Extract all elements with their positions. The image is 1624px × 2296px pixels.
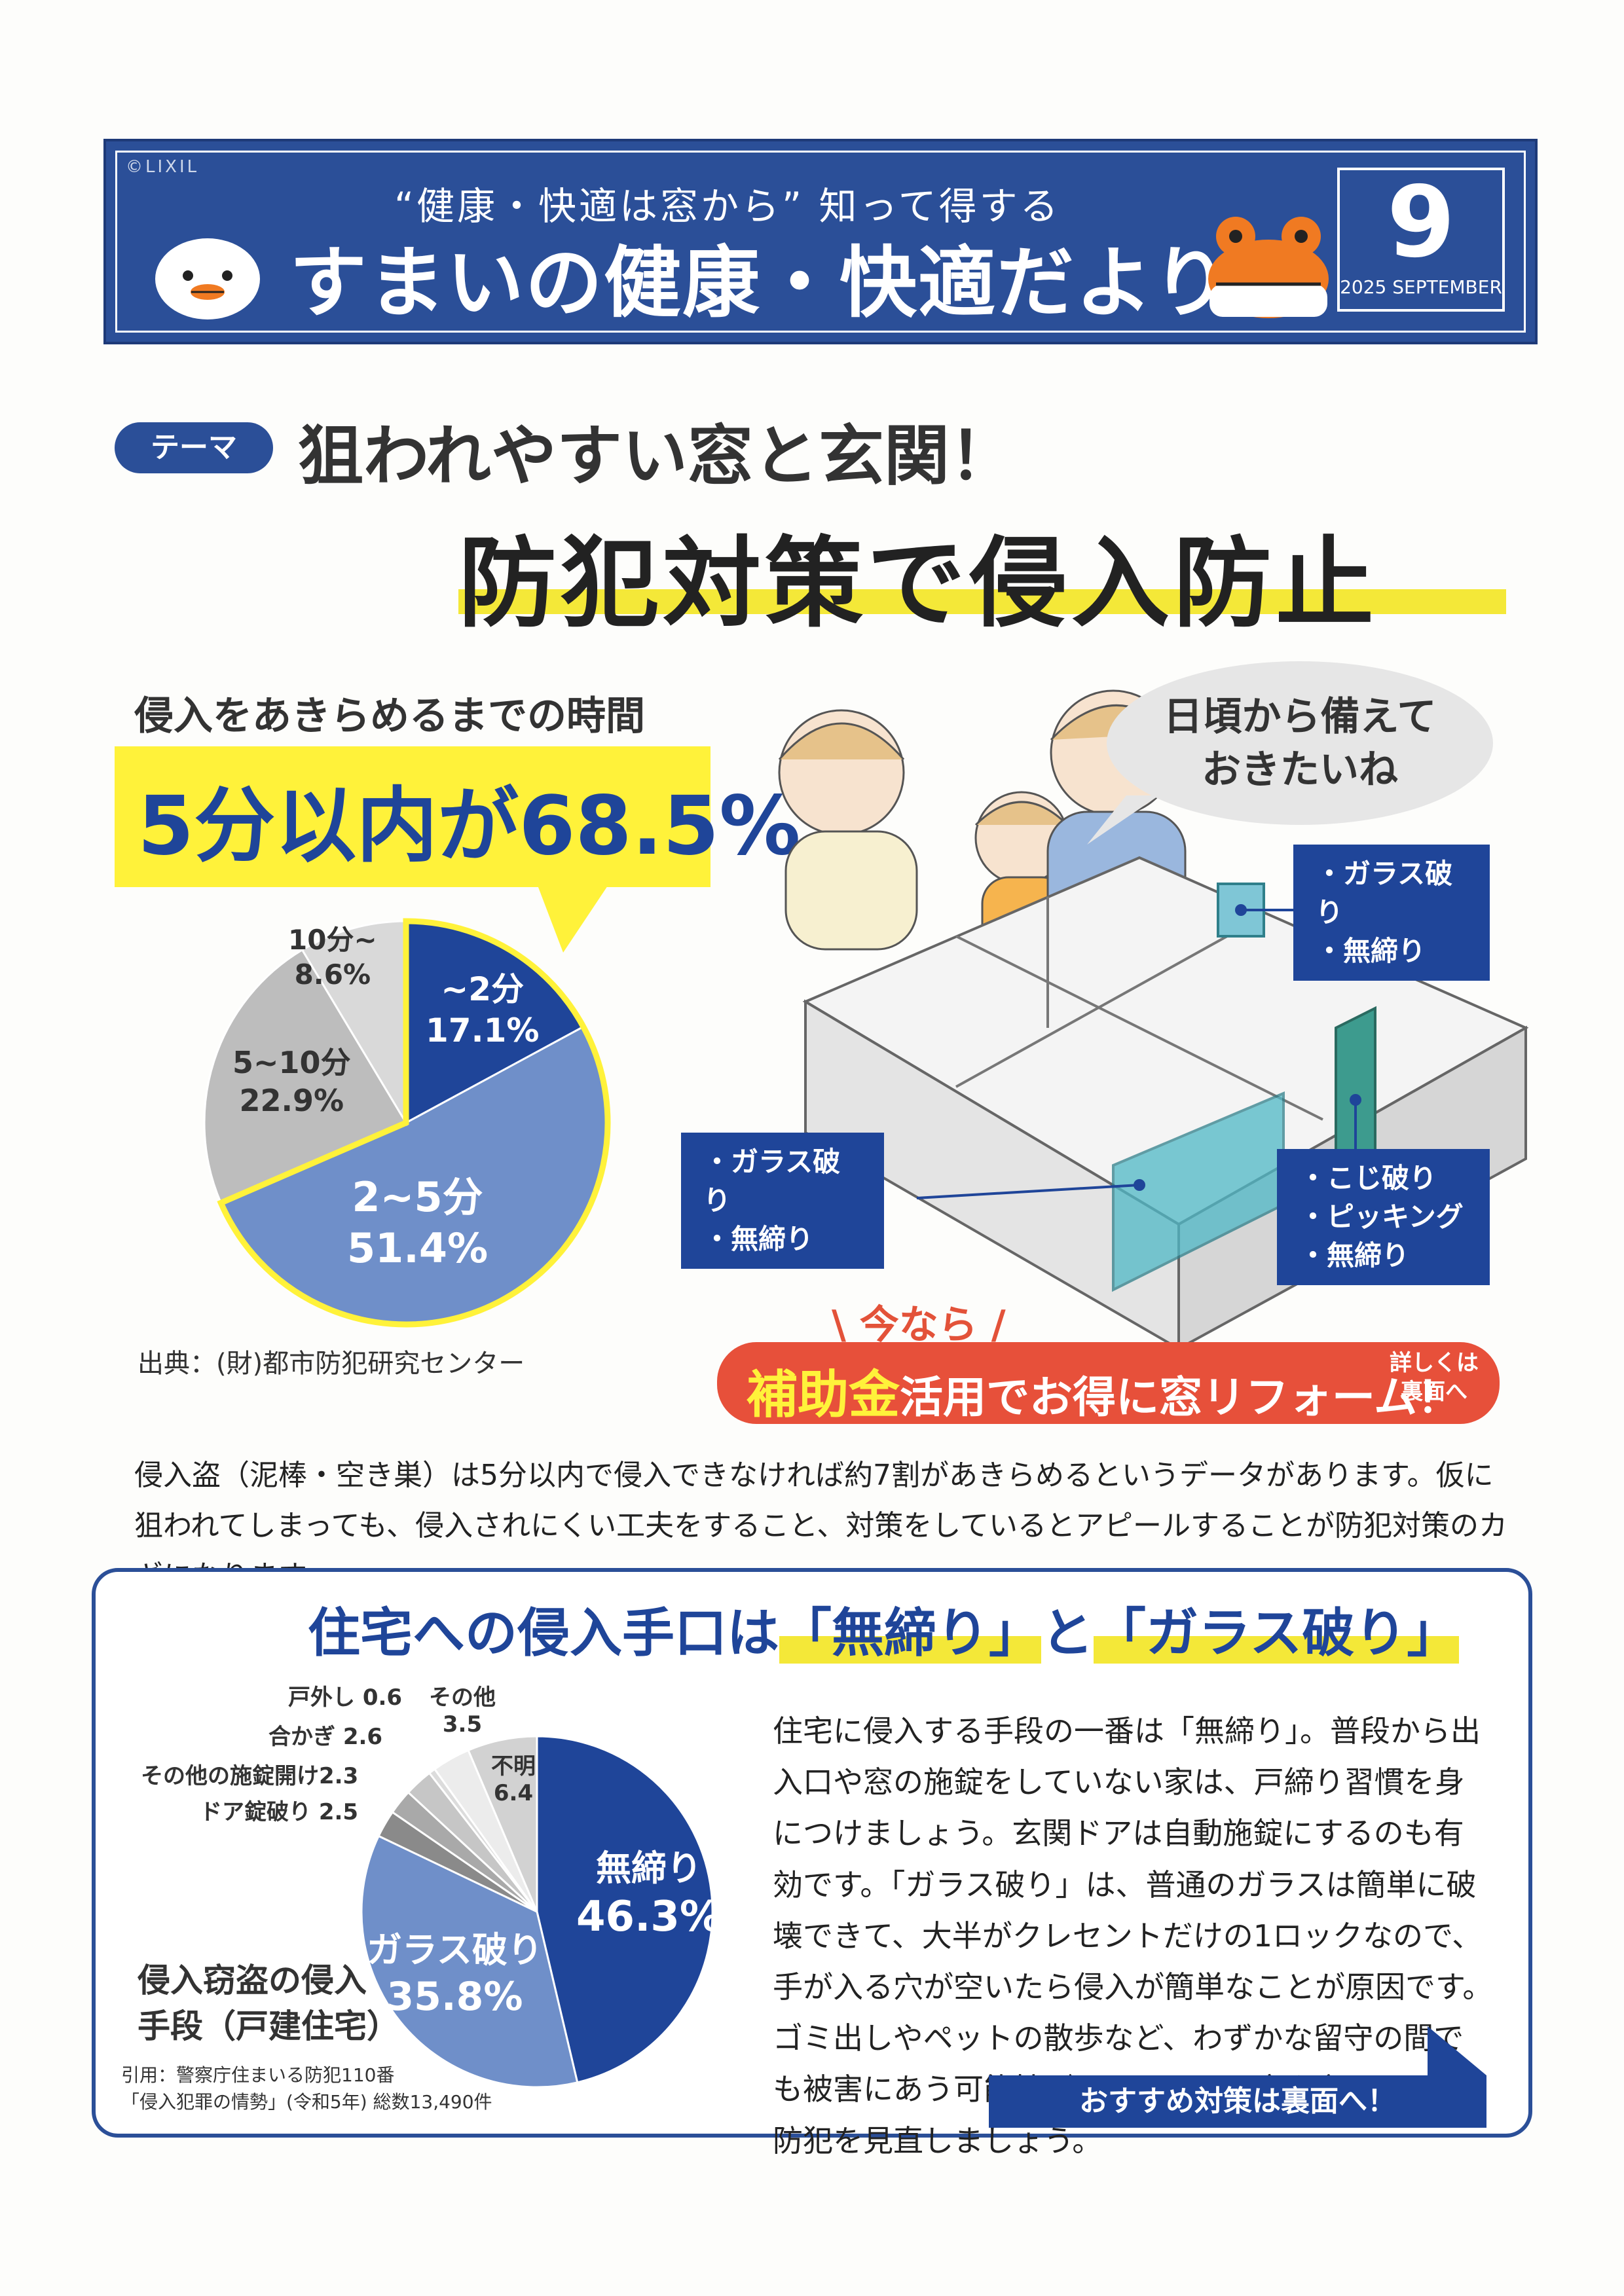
subsidy-word: 補助金 (747, 1366, 900, 1425)
pie-label-aikagi: 合かぎ 2.6 (268, 1724, 383, 1750)
pie-label-mushimari-pct: 46.3% (576, 1892, 722, 1941)
pie-label-2min-name: ~2分 (441, 970, 525, 1008)
methods-title-mid: と (1041, 1603, 1094, 1664)
methods-chart-caption: 侵入窃盗の侵入 手段（戸建住宅） (138, 1961, 399, 2045)
pie-highlight-outline (217, 918, 611, 1328)
subsidy-banner[interactable] (717, 1342, 1500, 1424)
header-title: すまいの健康・快適だより (289, 238, 1231, 328)
theme-tag: テーマ (115, 422, 273, 473)
pie-label-5to10min-name: 5~10分 (232, 1045, 351, 1080)
methods-title-b: 「ガラス破り」 (1094, 1603, 1460, 1664)
pie-label-glass: ガラス破り 35.8% (367, 1928, 543, 2022)
time-chart-title: 侵入をあきらめるまでの時間 (134, 693, 645, 739)
highlight-pointer (537, 884, 609, 953)
callout-upper-window: ・ガラス破り ・無締り (1293, 845, 1490, 981)
pie-label-sonota-sejo: その他の施錠開け2.3 (141, 1763, 359, 1789)
pie-label-10min-pct: 8.6% (294, 958, 371, 991)
speech-bubble (1107, 661, 1493, 825)
pie-label-2to5min-name: 2~5分 (352, 1173, 483, 1221)
issue-month-number: 9 (1386, 166, 1456, 280)
theme-heading: 狙われやすい窓と玄関！ (298, 418, 1015, 494)
pie-label-doa: ドア錠破り 2.5 (200, 1799, 359, 1825)
speech-text: 日頃から備えて おきたいね (1163, 694, 1437, 793)
time-pie-chart (203, 918, 611, 1328)
pie-slice-0 (536, 1735, 714, 2084)
frog-mascot-icon (1208, 217, 1329, 318)
issue-month-box: 9 2025 SEPTEMBER (1337, 168, 1505, 312)
intro-paragraph: 侵入盗（泥棒・空き巣）は5分以内で侵入できなければ約7割があきらめるというデータ… (134, 1459, 1508, 1593)
time-highlight-text: 5分以内が68.5% (138, 779, 801, 873)
pie-label-2to5min-pct: 51.4% (347, 1224, 489, 1272)
pie-label-10min: 10分~ 8.6% (288, 923, 377, 992)
time-highlight-box (115, 746, 710, 887)
callout-front-door: ・こじ破り ・ピッキング ・無締り (1277, 1149, 1490, 1286)
methods-chart-source: 引用：警察庁住まいる防犯110番 「侵入犯罪の情勢」(令和5年) 総数13,49… (121, 2064, 492, 2113)
pie-label-2min-pct: 17.1% (426, 1011, 540, 1049)
back-page-cta[interactable]: おすすめ対策は裏面へ！ (989, 2075, 1486, 2128)
time-chart-source: 出典：(財)都市防犯研究センター (138, 1349, 525, 1379)
cta-arrow-icon (1428, 2026, 1486, 2075)
pie-label-2min: ~2分 17.1% (426, 969, 539, 1051)
methods-body-text: 住宅に侵入する手段の一番は「無締り」。普段から出入口や窓の施錠をしていない家は、… (773, 1713, 1493, 2159)
methods-title: 住宅への侵入手口は「無締り」と「ガラス破り」 (308, 1591, 1460, 1667)
header-subtitle: “健康・快適は窓から” 知って得する (394, 184, 1061, 228)
speech-bubble-text: 日頃から備えて おきたいね (1107, 691, 1493, 797)
callout-living-window: ・ガラス破り ・無締り (681, 1133, 884, 1269)
headline-highlight (458, 589, 1506, 614)
issue-month-label: 2025 SEPTEMBER (1340, 276, 1502, 298)
pie-label-sonota: その他 3.5 (429, 1685, 496, 1738)
speech-bubble-tail (1087, 795, 1159, 845)
pie-label-mushimari: 無締り 46.3% (576, 1846, 722, 1943)
brand-logo: ©LIXIL (126, 157, 200, 177)
pie-label-glass-name: ガラス破り (367, 1929, 543, 1971)
methods-pie-chart (360, 1735, 714, 2088)
header-frame (115, 151, 1526, 333)
pie-slice-7 (467, 1735, 538, 1912)
pie-label-5to10min-pct: 22.9% (239, 1082, 344, 1118)
subsidy-banner-text[interactable]: 補助金活用でお得に窓リフォーム！ (747, 1354, 1460, 1427)
pie-label-mushimari-name: 無締り (596, 1848, 703, 1889)
banner-detail-link[interactable]: 詳しくは 裏面へ (1390, 1350, 1479, 1406)
newsletter-header: ©LIXIL “健康・快適は窓から” 知って得する すまいの健康・快適だより 9… (103, 139, 1538, 344)
pie-label-5to10min: 5~10分 22.9% (232, 1044, 351, 1120)
pie-label-10min-name: 10分~ (288, 924, 377, 956)
methods-title-pre: 住宅への侵入手口は (308, 1603, 779, 1664)
pie-label-2to5min: 2~5分 51.4% (347, 1172, 488, 1273)
pie-label-glass-pct: 35.8% (386, 1973, 523, 2020)
pie-slice-1 (360, 1834, 579, 2088)
chick-mascot-icon (155, 238, 260, 319)
theme-headline: 防犯対策で侵入防止 (458, 527, 1378, 641)
subsidy-rest: 活用でお得に窓リフォーム！ (900, 1372, 1461, 1423)
pie-label-togaishi: 戸外し 0.6 (288, 1685, 403, 1711)
methods-title-a: 「無締り」 (779, 1603, 1041, 1664)
pie-slice-3 (301, 920, 407, 1127)
pie-label-fumei: 不明 6.4 (491, 1753, 536, 1806)
pie-slice-2 (203, 948, 408, 1205)
banner-now-label: \ 今なら / (832, 1302, 1006, 1348)
